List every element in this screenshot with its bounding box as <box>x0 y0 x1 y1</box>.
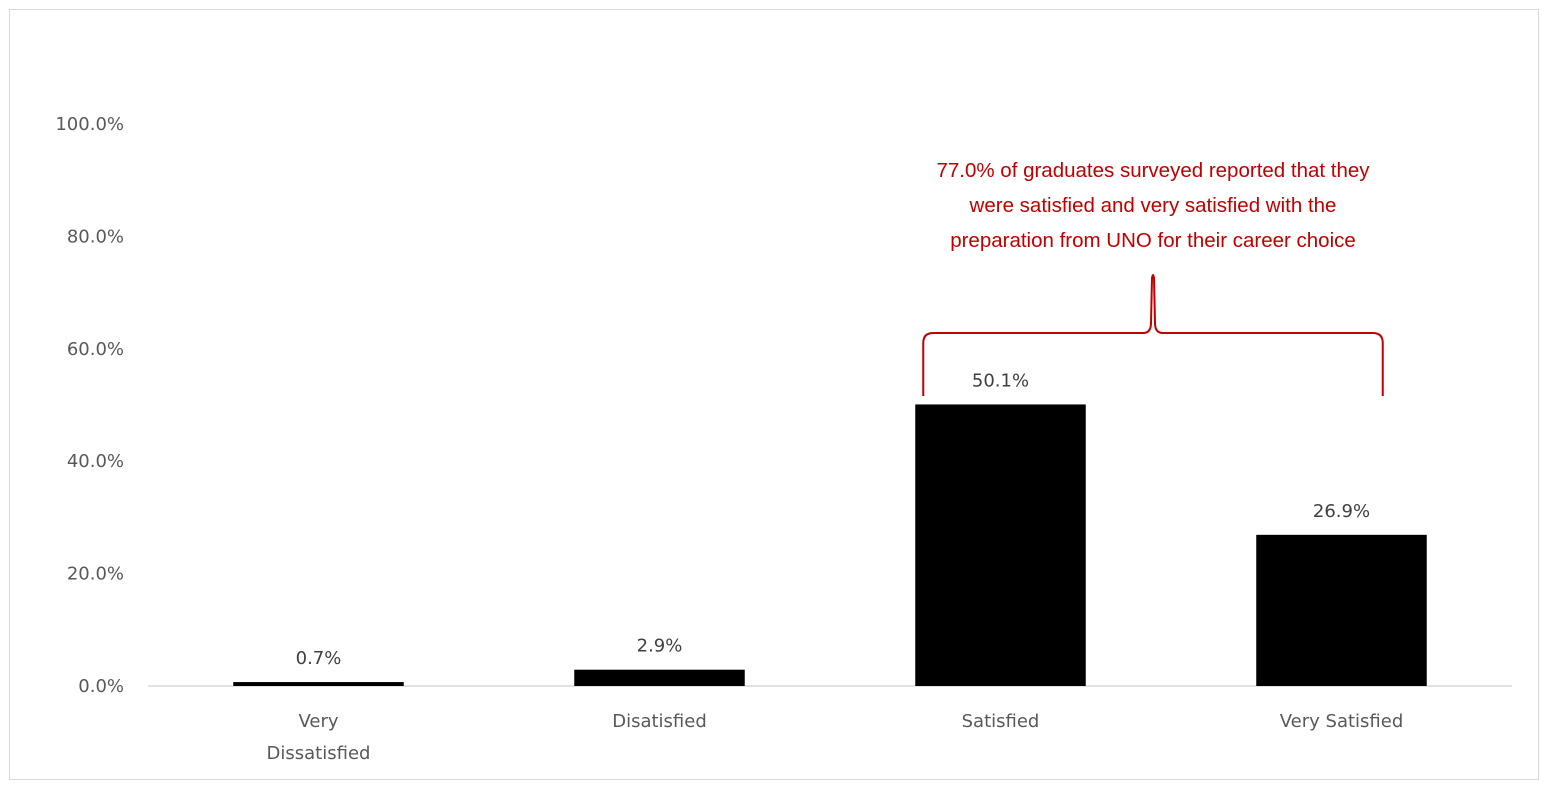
annotation-line: preparation from UNO for their career ch… <box>950 229 1356 252</box>
chart-frame <box>9 9 1539 780</box>
x-tick-label: Satisfied <box>962 711 1040 732</box>
annotation-text: 77.0% of graduates surveyed reported tha… <box>936 159 1370 252</box>
data-labels: 0.7% 2.9% 50.1% 26.9% <box>296 370 1370 669</box>
x-tick-label: Very Satisfied <box>1280 711 1404 732</box>
bar <box>915 404 1086 686</box>
y-axis-ticks: 0.0% 20.0% 40.0% 60.0% 80.0% 100.0% <box>55 114 124 697</box>
annotation-line: 77.0% of graduates surveyed reported tha… <box>936 159 1370 182</box>
x-axis-labels: Very Dissatisfied Disatisfied Satisfied Very… <box>267 711 1404 764</box>
x-tick-label: Very <box>298 711 338 732</box>
annotation-brace <box>922 274 1384 396</box>
y-tick-label: 100.0% <box>55 114 124 135</box>
data-label: 2.9% <box>637 636 683 657</box>
x-tick-label: Disatisfied <box>612 711 707 732</box>
data-label: 26.9% <box>1313 501 1370 522</box>
y-tick-label: 60.0% <box>67 339 124 360</box>
bar <box>233 682 404 686</box>
y-tick-label: 20.0% <box>67 564 124 585</box>
x-tick-label: Dissatisfied <box>267 743 371 764</box>
y-tick-label: 40.0% <box>67 451 124 472</box>
y-tick-label: 80.0% <box>67 226 124 247</box>
bar <box>574 669 745 686</box>
data-label: 50.1% <box>972 370 1029 391</box>
bar <box>1256 534 1427 686</box>
y-tick-label: 0.0% <box>78 676 124 697</box>
annotation-line: were satisfied and very satisfied with t… <box>969 194 1337 217</box>
bars <box>233 404 1427 686</box>
data-label: 0.7% <box>296 648 342 669</box>
